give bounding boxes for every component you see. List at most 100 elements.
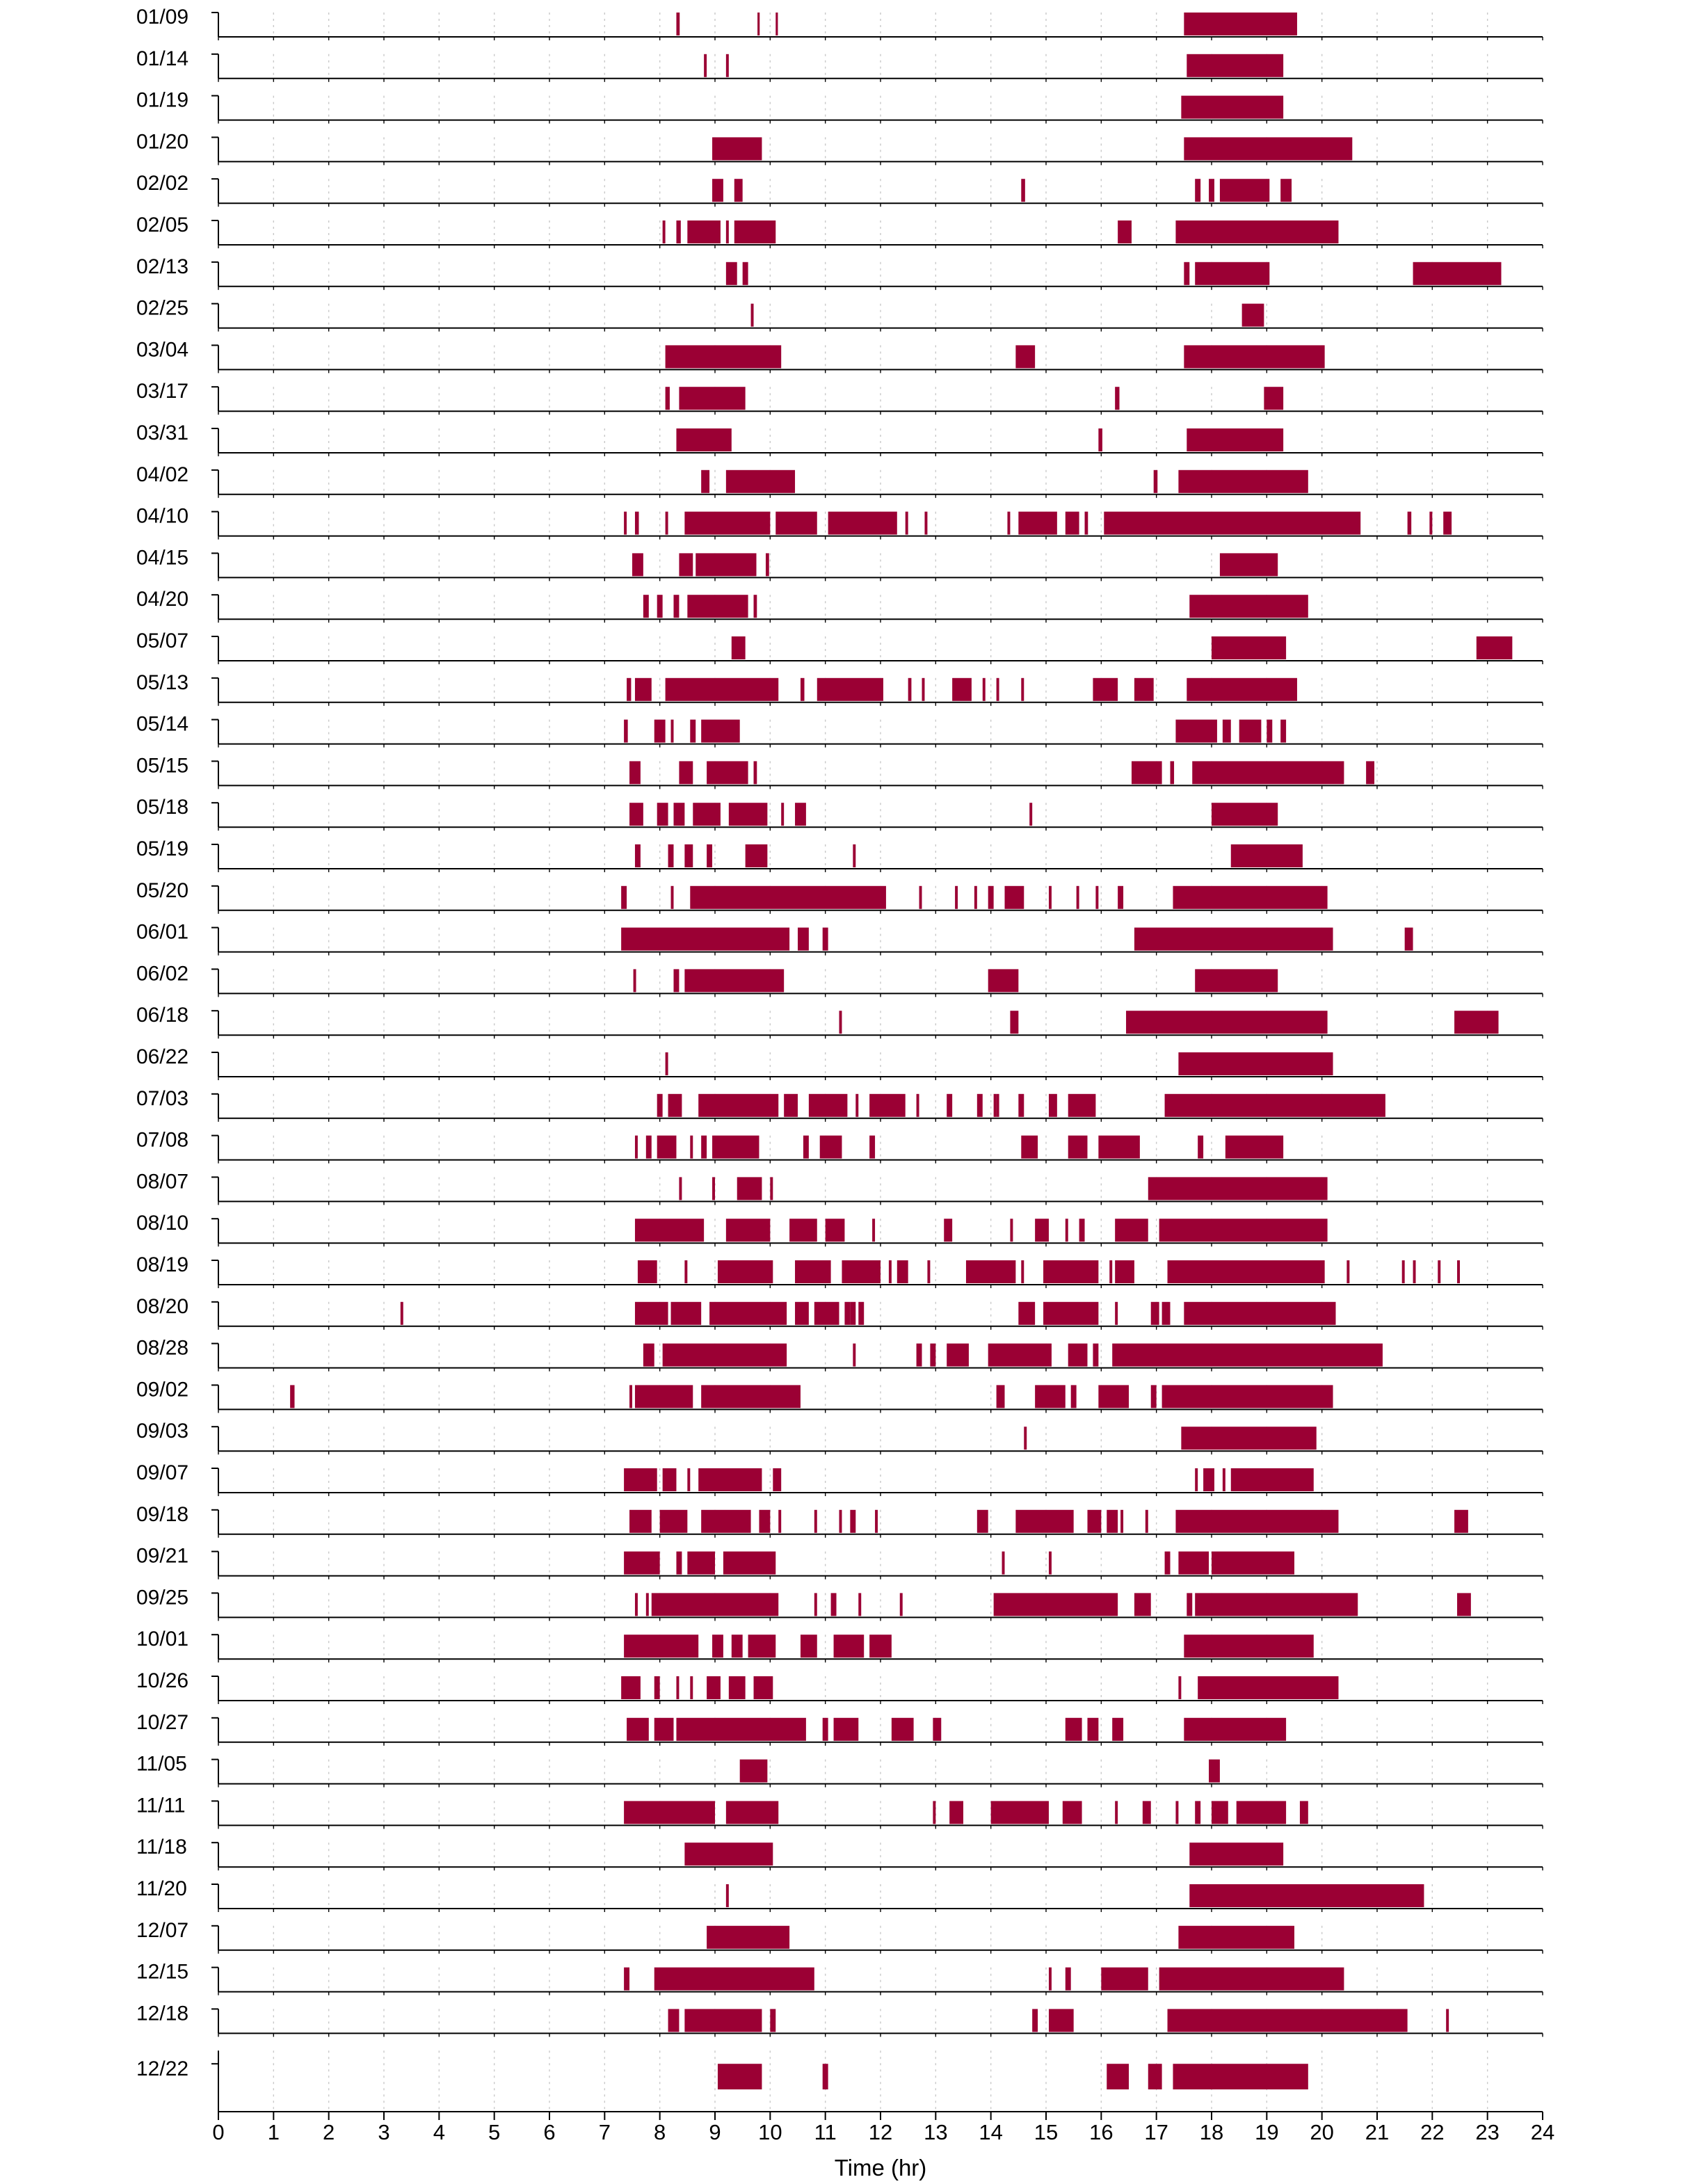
event-bar: [1404, 927, 1413, 951]
event-bar: [654, 719, 666, 743]
event-bar: [679, 1177, 682, 1201]
day-label: 05/13: [136, 671, 188, 694]
event-bar: [629, 761, 641, 785]
day-label: 11/20: [136, 1877, 187, 1900]
day-label: 08/19: [136, 1253, 188, 1276]
event-bar: [687, 1551, 715, 1575]
day-label: 09/25: [136, 1586, 188, 1609]
event-bar: [1134, 1593, 1151, 1616]
event-bar: [808, 1093, 848, 1117]
day-row-05-13: 05/13: [136, 671, 1543, 706]
event-bar: [1195, 262, 1270, 285]
event-bar: [1070, 1385, 1077, 1408]
event-bar: [684, 1842, 773, 1866]
day-row-06-02: 06/02: [136, 962, 1543, 997]
day-row-12-18: 12/18: [136, 2002, 1543, 2037]
event-bar: [1142, 1801, 1151, 1824]
event-bar: [990, 1801, 1049, 1824]
event-bar: [634, 1301, 668, 1325]
event-bar: [742, 262, 748, 285]
event-bar: [1267, 719, 1273, 743]
event-bar: [1007, 511, 1011, 535]
event-bar: [1175, 1509, 1339, 1533]
event-bar: [734, 220, 776, 243]
event-bar: [1438, 1260, 1441, 1283]
event-bar: [1048, 1967, 1052, 1991]
x-tick-label: 22: [1420, 2120, 1444, 2144]
event-bar: [1222, 719, 1231, 743]
event-bar: [1170, 761, 1175, 785]
day-label: 04/10: [136, 505, 188, 528]
event-bar: [1018, 1301, 1036, 1325]
event-bar: [690, 885, 886, 909]
day-row-02-02: 02/02: [136, 172, 1543, 207]
event-bar: [1145, 1509, 1148, 1533]
event-bar: [996, 1385, 1005, 1408]
day-label: 03/31: [136, 421, 188, 444]
day-label: 06/02: [136, 962, 188, 985]
event-bar: [1236, 1801, 1287, 1824]
day-row-03-17: 03/17: [136, 380, 1543, 415]
event-bar: [839, 1509, 842, 1533]
event-bar: [996, 1093, 999, 1117]
event-bar: [924, 511, 928, 535]
event-bar: [1184, 1635, 1314, 1658]
event-bar: [814, 1593, 817, 1616]
event-bar: [822, 1717, 828, 1741]
event-bar: [665, 345, 782, 369]
event-bar: [701, 1385, 801, 1408]
event-bar: [850, 1301, 856, 1325]
event-bar: [690, 719, 696, 743]
event-bar: [745, 844, 768, 867]
event-bar: [673, 803, 685, 826]
event-bar: [725, 1801, 779, 1824]
day-row-05-15: 05/15: [136, 754, 1543, 789]
day-label: 05/18: [136, 796, 188, 819]
x-tick-label: 5: [488, 2120, 500, 2144]
event-bar: [1198, 1676, 1339, 1699]
event-bar: [853, 844, 856, 867]
day-label: 12/18: [136, 2002, 188, 2025]
event-bar: [629, 803, 643, 826]
event-bar: [1126, 1011, 1328, 1034]
event-bar: [734, 179, 743, 202]
day-label: 01/09: [136, 6, 188, 29]
event-bar: [753, 1676, 773, 1699]
day-row-04-15: 04/15: [136, 546, 1543, 581]
event-bar: [657, 1135, 677, 1159]
day-label: 03/17: [136, 380, 188, 403]
day-row-09-21: 09/21: [136, 1545, 1543, 1580]
day-label: 07/08: [136, 1129, 188, 1152]
day-row-01-09: 01/09: [136, 6, 1543, 40]
event-bar: [1043, 1301, 1099, 1325]
day-row-03-31: 03/31: [136, 421, 1543, 456]
event-bar: [1010, 1011, 1019, 1034]
day-label: 05/07: [136, 629, 188, 652]
event-bar: [1018, 1093, 1024, 1117]
event-bar: [872, 1219, 876, 1242]
event-bar: [1189, 595, 1308, 618]
event-bar: [947, 1343, 969, 1367]
event-bar: [1413, 1260, 1416, 1283]
day-row-11-20: 11/20: [136, 1877, 1543, 1912]
event-bar: [725, 220, 729, 243]
event-bar: [899, 1593, 903, 1616]
day-row-02-25: 02/25: [136, 297, 1543, 332]
event-bar: [643, 595, 649, 618]
event-bar: [944, 1219, 953, 1242]
event-bar: [800, 677, 805, 701]
day-row-05-19: 05/19: [136, 837, 1543, 872]
event-bar: [654, 1717, 674, 1741]
event-bar: [988, 969, 1019, 993]
event-bar: [1454, 1509, 1468, 1533]
event-bar: [739, 1759, 768, 1783]
event-bar: [1032, 2009, 1038, 2032]
event-bar: [707, 1676, 721, 1699]
event-bar: [1098, 1135, 1140, 1159]
event-bar: [1184, 137, 1353, 161]
event-bar: [1062, 1801, 1082, 1824]
event-bar: [634, 677, 652, 701]
event-bar: [1189, 1884, 1424, 1907]
event-bar: [634, 1385, 693, 1408]
event-bar: [869, 1135, 876, 1159]
